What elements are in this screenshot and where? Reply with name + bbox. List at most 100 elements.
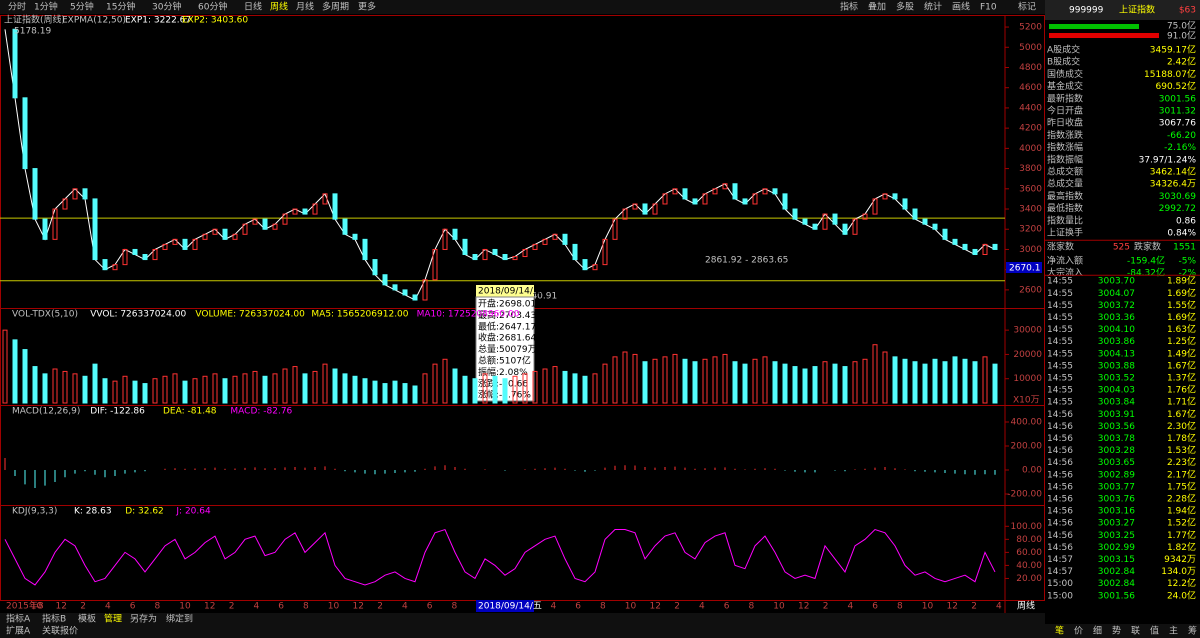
quote-tab[interactable]: 笔 — [1055, 625, 1064, 637]
x-tick-label: 4 — [254, 602, 260, 612]
tick-price: 3003.76 — [1098, 495, 1135, 505]
stat-value: 3011.32 — [1159, 107, 1196, 117]
toolbar-button[interactable]: 多股 — [896, 1, 914, 13]
tick-time: 15:00 — [1047, 591, 1073, 601]
candle — [712, 188, 718, 195]
candle — [502, 254, 508, 261]
tick-time: 14:55 — [1047, 325, 1073, 335]
tick-volume: 1.89亿 — [1167, 275, 1196, 287]
toolbar-tab[interactable]: 1分钟 — [34, 1, 58, 13]
tick-price: 3003.70 — [1098, 277, 1135, 287]
volume-bar — [272, 373, 278, 404]
volume-bar — [782, 363, 788, 404]
stat-value: 2.42亿 — [1167, 56, 1196, 68]
toolbar-tab[interactable]: 周线 — [270, 1, 288, 13]
volume-bar — [652, 358, 658, 404]
tick-volume: 9342万 — [1164, 555, 1196, 565]
tick-time: 14:57 — [1047, 567, 1073, 577]
candle — [202, 233, 208, 240]
candle — [922, 218, 928, 225]
toolbar-button[interactable]: F10 — [980, 3, 997, 13]
y-tick-label: 30000 — [1013, 326, 1042, 336]
quote-tab[interactable]: 值 — [1150, 625, 1159, 637]
toolbar-tab[interactable]: 5分钟 — [70, 1, 94, 13]
toolbar-button[interactable]: 画线 — [952, 1, 970, 13]
tick-price: 3003.16 — [1098, 507, 1135, 517]
tick-price: 3003.52 — [1098, 374, 1135, 384]
toolbar-tab[interactable]: 多周期 — [322, 1, 349, 13]
quote-tab[interactable]: 主 — [1169, 625, 1178, 637]
tick-volume: 1.82亿 — [1167, 541, 1196, 553]
x-tick-label: 10 — [773, 602, 785, 612]
candle — [302, 208, 308, 215]
bottom-tab[interactable]: 另存为 — [130, 613, 157, 625]
y-tick-label: 100.00 — [1011, 522, 1043, 532]
toolbar-tab[interactable]: 更多 — [358, 1, 376, 13]
toolbar-button[interactable]: 标记 — [1018, 1, 1036, 13]
low-label: 2440.91 — [520, 292, 557, 302]
toolbar-tab[interactable]: 日线 — [244, 1, 262, 13]
x-tick-label: 12 — [798, 602, 809, 612]
stat-label: 最低指数 — [1047, 202, 1083, 214]
stat-value: 3067.76 — [1159, 119, 1196, 129]
toolbar-button[interactable]: 指标 — [840, 1, 858, 13]
quote-tab[interactable]: 势 — [1112, 625, 1121, 637]
tick-volume: 2.28亿 — [1167, 493, 1196, 505]
bottom-tab[interactable]: 指标B — [42, 613, 66, 625]
candle — [752, 193, 758, 205]
toolbar-tab[interactable]: 分时 — [8, 1, 26, 13]
quote-tab[interactable]: 联 — [1131, 626, 1140, 637]
ratio-bar — [1049, 24, 1139, 29]
bottom-tab[interactable]: 指标A — [6, 613, 31, 625]
toolbar-tab[interactable]: 15分钟 — [106, 1, 135, 13]
volume-bar — [472, 378, 478, 404]
volume-bar — [242, 373, 248, 404]
tick-time: 14:56 — [1047, 446, 1073, 456]
volume-bar — [922, 363, 928, 404]
bottom-tab[interactable]: 绑定到 — [166, 613, 193, 625]
volume-bar — [812, 366, 818, 404]
quote-tab[interactable]: 价 — [1074, 626, 1083, 637]
candle — [382, 274, 388, 286]
toolbar-tab[interactable]: 30分钟 — [152, 1, 181, 13]
quote-tab[interactable]: 细 — [1093, 625, 1102, 637]
tick-volume: 1.55亿 — [1167, 299, 1196, 311]
indicator-header: K: 28.63 — [74, 507, 112, 517]
tick-volume: 1.49亿 — [1167, 347, 1196, 359]
x-tick-label: 12 — [56, 602, 67, 612]
y-tick-label: 40.00 — [1016, 561, 1042, 571]
candle — [882, 193, 888, 200]
ratio-label: 91.0亿 — [1167, 30, 1196, 42]
tick-volume: 12.2亿 — [1167, 577, 1196, 589]
tick-time: 14:55 — [1047, 289, 1073, 299]
candle — [832, 213, 838, 225]
bottom-tab[interactable]: 扩展A — [6, 625, 31, 637]
stat-value: 34326.4万 — [1150, 180, 1196, 190]
candle — [602, 238, 608, 266]
tooltip-row: 收盘:2681.64 — [478, 332, 537, 344]
toolbar-tab[interactable]: 60分钟 — [198, 1, 227, 13]
toolbar-tab[interactable]: 月线 — [296, 1, 314, 13]
stat-value: 0.86 — [1176, 216, 1196, 226]
candle — [842, 223, 848, 235]
y-tick-label: 2600 — [1019, 285, 1042, 295]
bottom-tab[interactable]: 关联报价 — [42, 625, 78, 637]
quote-code: 999999 — [1069, 6, 1104, 16]
stat-label: 指数振幅 — [1047, 153, 1083, 165]
bottom-tab[interactable]: 模板 — [78, 613, 96, 625]
exp2-label: EXP2: 3403.60 — [182, 16, 248, 26]
period-label: 周线 — [1017, 600, 1035, 612]
quote-tab[interactable]: 筹 — [1188, 625, 1197, 637]
tick-price: 3003.86 — [1098, 337, 1135, 347]
tick-volume: 134.0万 — [1161, 567, 1196, 577]
current-price-box — [1006, 262, 1042, 273]
volume-bar — [452, 368, 458, 404]
volume-bar — [722, 353, 728, 404]
volume-bar — [902, 358, 908, 404]
toolbar-button[interactable]: 统计 — [924, 1, 942, 13]
bottom-tab[interactable]: 管理 — [104, 613, 122, 625]
tick-volume: 1.78亿 — [1167, 432, 1196, 444]
y-tick-label: 60.00 — [1016, 548, 1042, 558]
tooltip-date: 2018/09/14/五 — [478, 287, 542, 297]
toolbar-button[interactable]: 叠加 — [868, 2, 886, 13]
